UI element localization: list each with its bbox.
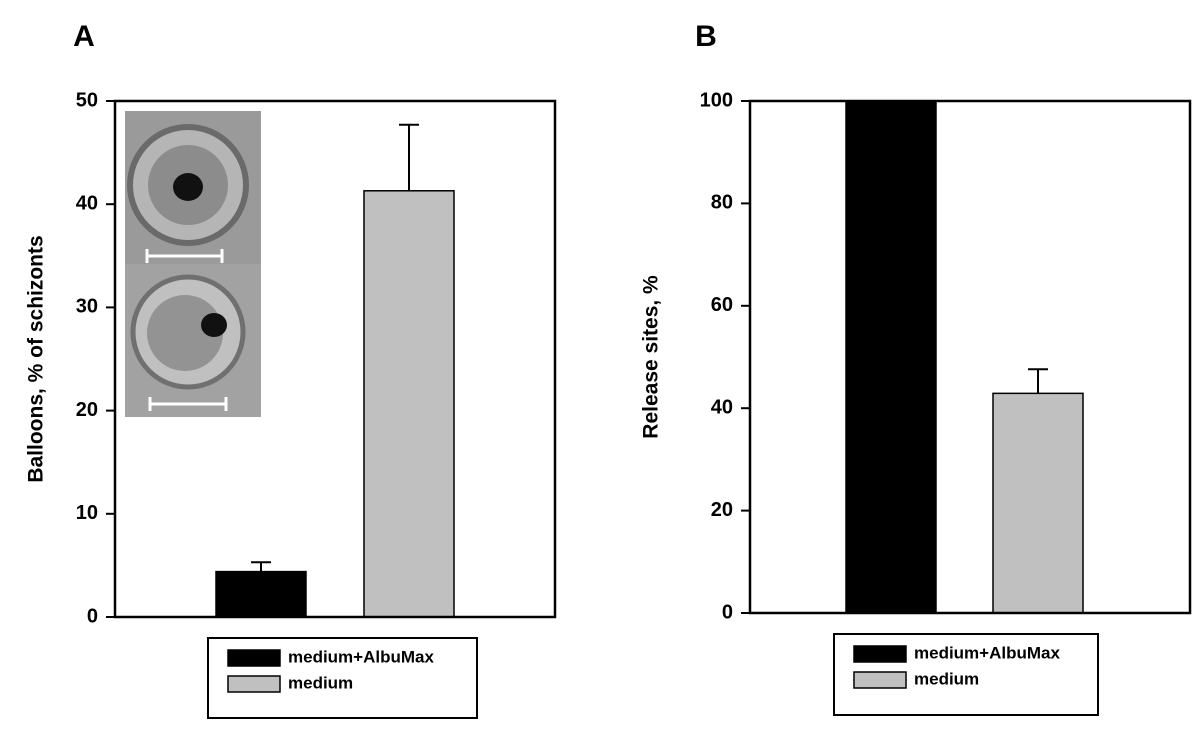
y-axis-label: Balloons, % of schizonts: [25, 235, 48, 482]
y-tick-label: 0: [722, 601, 733, 623]
y-tick-label: 20: [711, 499, 733, 521]
legend-label: medium+AlbuMax: [914, 643, 1060, 662]
vacuole: [173, 173, 203, 201]
y-tick-label: 40: [76, 192, 98, 214]
panel-label: A: [73, 20, 95, 53]
y-axis-label: Release sites, %: [640, 275, 663, 439]
legend-swatch: [227, 675, 281, 693]
legend-frame: [833, 633, 1099, 716]
legend-frame: [207, 637, 478, 719]
legend-label: medium: [288, 673, 353, 692]
y-tick-label: 0: [87, 605, 98, 627]
inset-images: [125, 111, 261, 417]
legend-label: medium: [914, 669, 979, 688]
y-tick-label: 10: [76, 502, 98, 524]
panel-label: B: [695, 20, 717, 53]
y-tick-label: 50: [76, 89, 98, 111]
y-tick-label: 60: [711, 294, 733, 316]
legend-swatch: [227, 649, 281, 667]
vacuole: [201, 313, 227, 337]
y-tick-label: 100: [700, 89, 733, 111]
bar: [992, 392, 1084, 614]
y-tick-label: 20: [76, 399, 98, 421]
bar: [845, 100, 937, 614]
bar: [215, 570, 307, 618]
y-tick-label: 40: [711, 396, 733, 418]
bar: [363, 190, 455, 618]
plot-frame: [748, 99, 1192, 615]
plot-frame: [113, 99, 557, 619]
y-tick-label: 80: [711, 192, 733, 214]
legend-swatch: [853, 671, 907, 689]
y-tick-label: 30: [76, 296, 98, 318]
legend-label: medium+AlbuMax: [288, 647, 434, 666]
legend-swatch: [853, 645, 907, 663]
cell-body: [147, 295, 223, 371]
